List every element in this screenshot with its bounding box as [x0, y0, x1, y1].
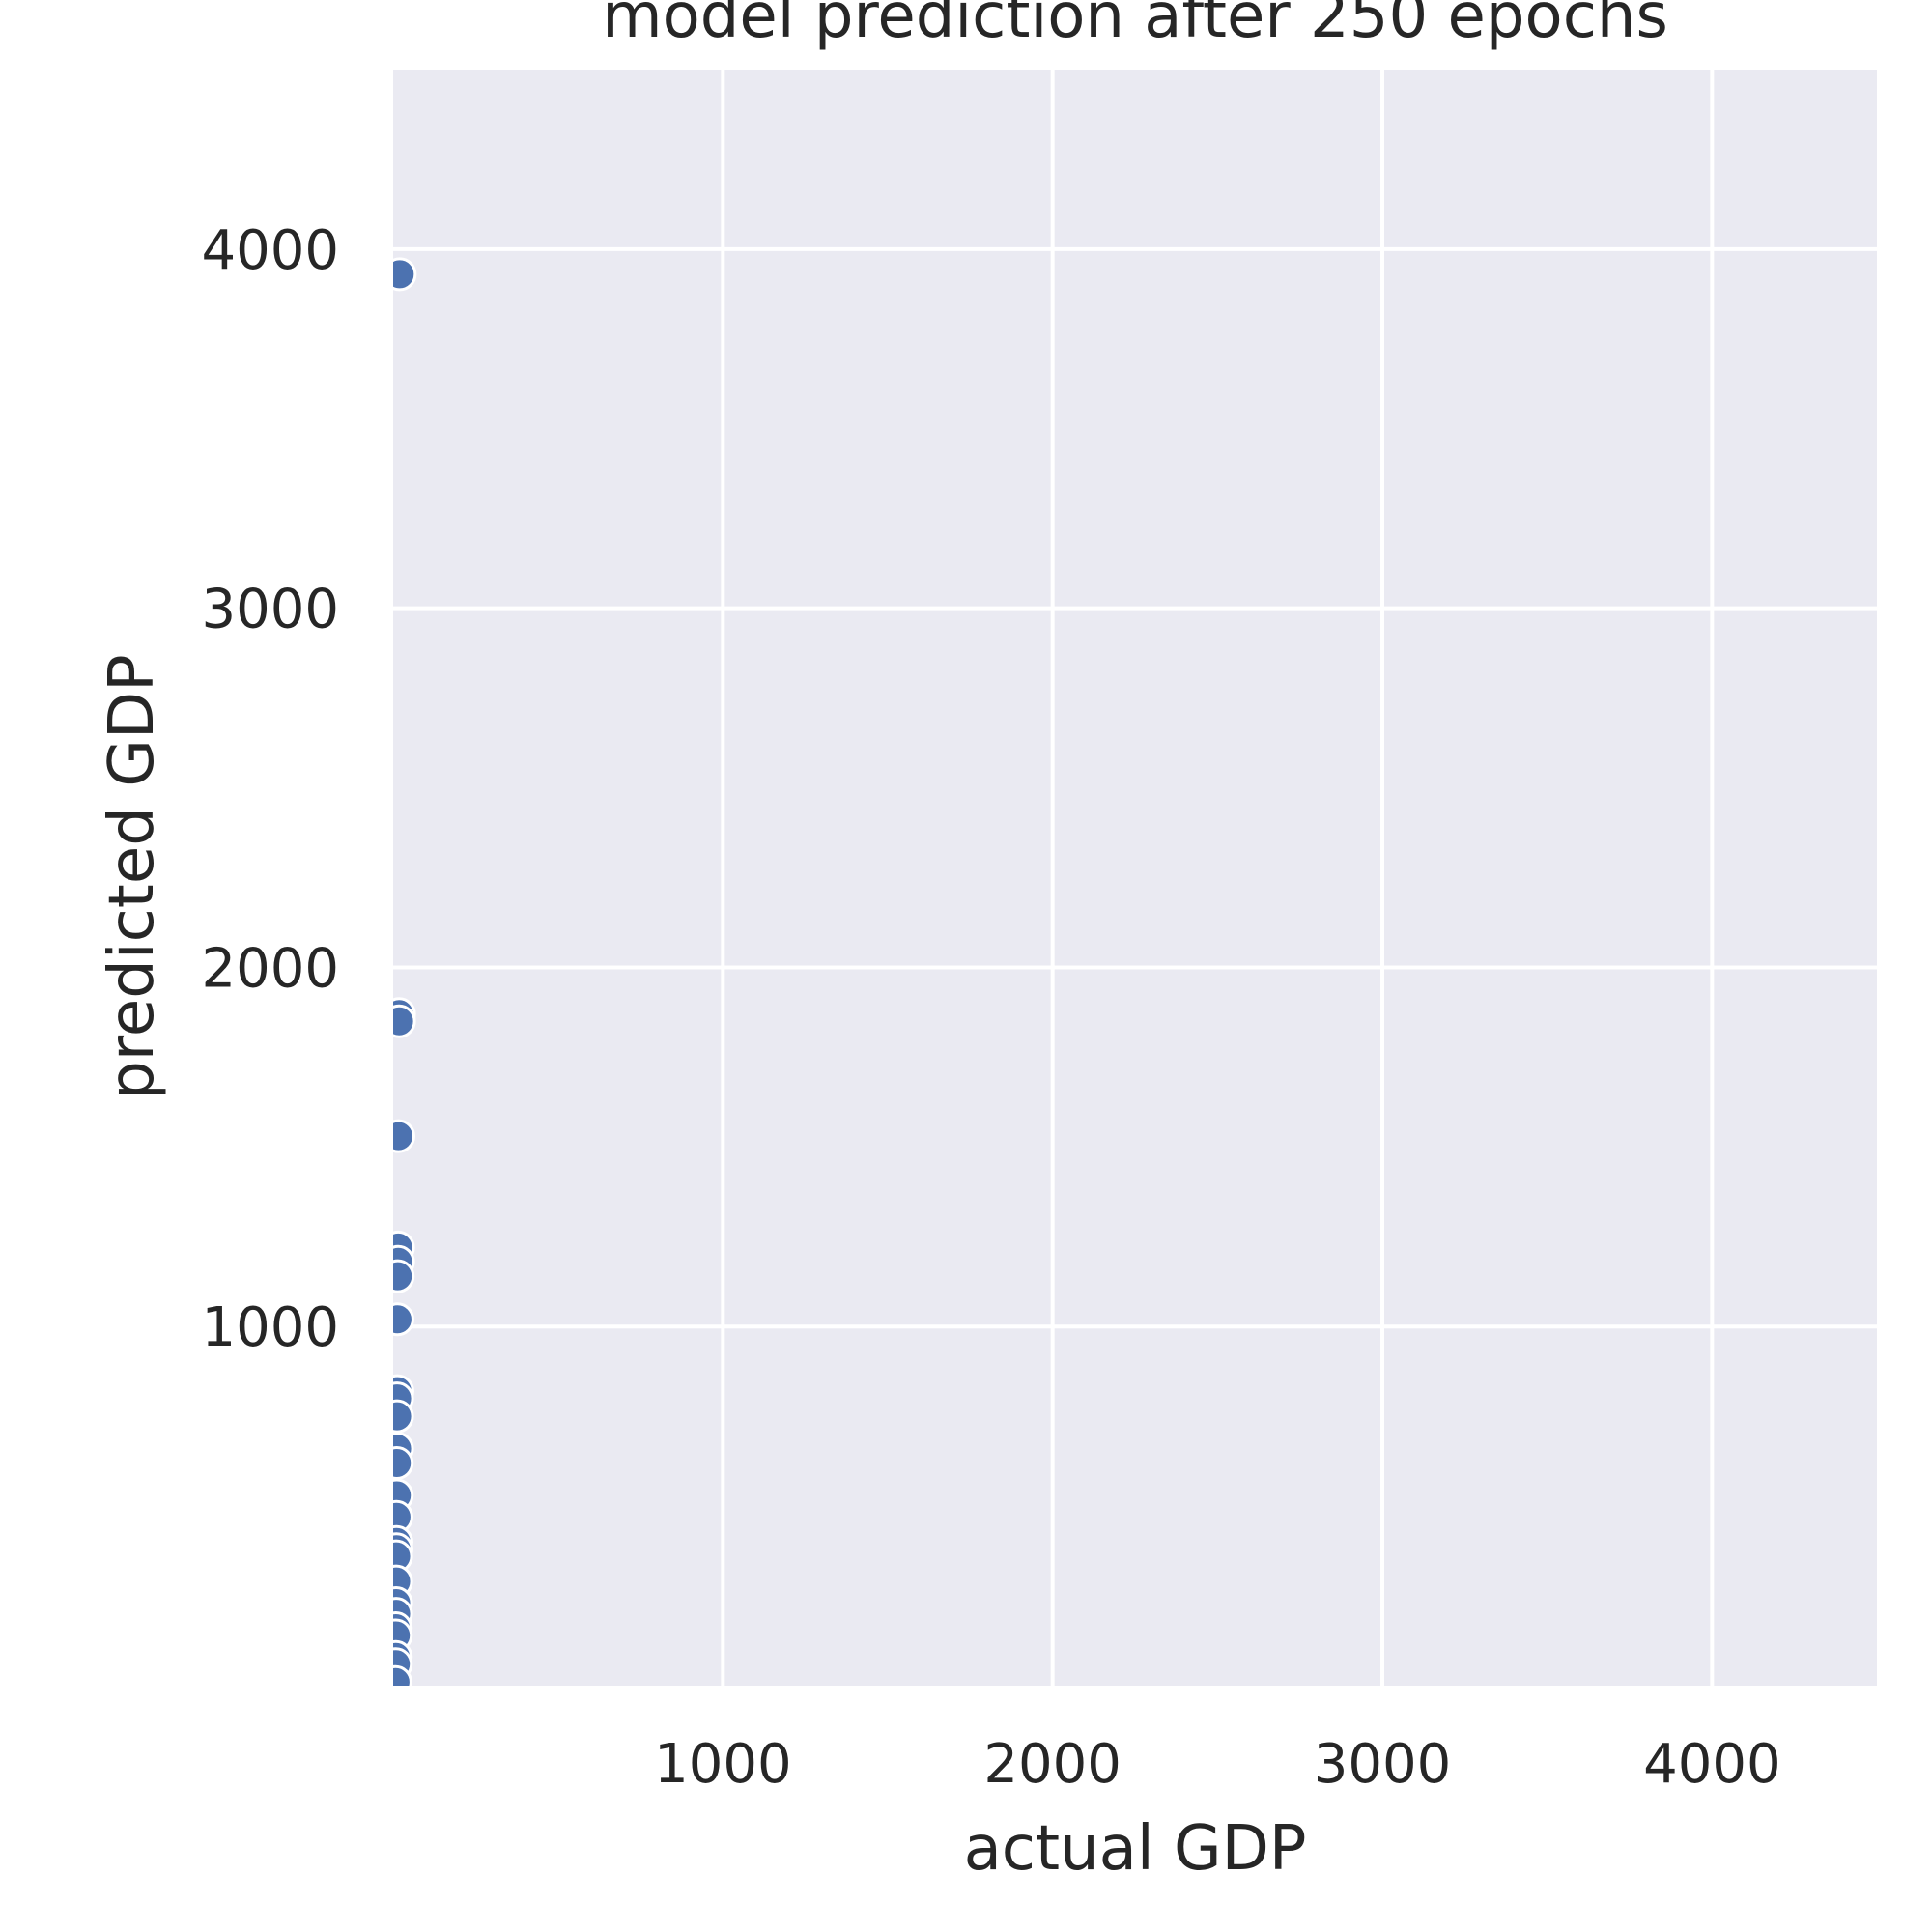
y-tick-label: 4000 — [201, 219, 339, 282]
plot-area — [393, 70, 1877, 1686]
scatter-point — [393, 1004, 416, 1038]
x-tick-label: 4000 — [1643, 1733, 1781, 1796]
data-points — [393, 257, 417, 1686]
x-tick-label: 2000 — [983, 1733, 1122, 1796]
x-gridlines — [721, 70, 1715, 1686]
y-tick-label: 3000 — [201, 579, 339, 641]
scatter-point — [393, 1399, 414, 1434]
y-tick-labels: 1000 2000 3000 4000 — [201, 219, 339, 1359]
x-tick-label: 3000 — [1314, 1733, 1452, 1796]
scatter-point — [393, 1302, 414, 1337]
scatter-point — [393, 1119, 415, 1153]
chart-title: model prediction after 250 epochs — [602, 0, 1668, 52]
y-axis-label: predicted GDP — [97, 654, 168, 1099]
scatter-point — [393, 1446, 414, 1480]
scatter-point — [393, 1664, 412, 1686]
scatter-point — [393, 1259, 415, 1293]
x-tick-labels: 1000 2000 3000 4000 — [654, 1733, 1781, 1796]
x-axis-label: actual GDP — [964, 1813, 1307, 1885]
scatter-point — [393, 257, 417, 292]
y-gridlines — [393, 246, 1877, 1329]
x-tick-label: 1000 — [654, 1733, 792, 1796]
y-tick-label: 1000 — [201, 1296, 339, 1359]
y-tick-label: 2000 — [201, 937, 339, 1000]
